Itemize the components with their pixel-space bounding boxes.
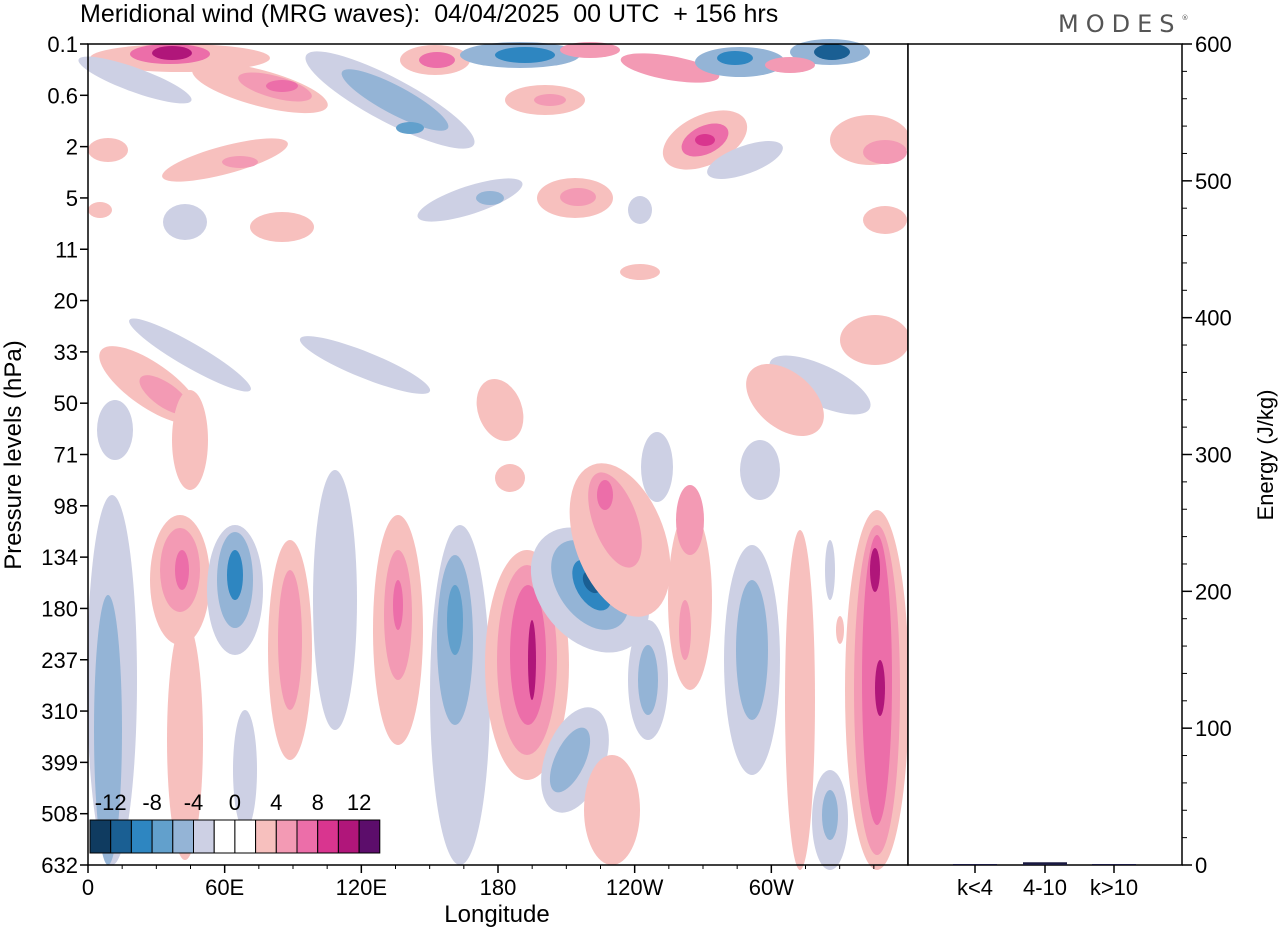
- y-tick-label: 0.1: [47, 32, 78, 57]
- colorbar-cell: [358, 819, 381, 854]
- y-axis-label: Pressure levels (hPa): [0, 340, 27, 569]
- x-tick-label: 60W: [749, 875, 794, 900]
- energy-frame: [907, 43, 1183, 866]
- colorbar-tick-label: -12: [95, 790, 127, 815]
- colorbar-cell: [213, 819, 236, 854]
- colorbar: -12 -8 -4 0 4 8 12: [89, 790, 381, 854]
- colorbar-tick-label: -4: [184, 790, 204, 815]
- heatmap-plot-area: [78, 39, 910, 870]
- energy-cat-label: 4-10: [1023, 875, 1067, 900]
- colorbar-cell: [337, 819, 360, 854]
- x-tick-label: 60E: [205, 875, 244, 900]
- y-tick-label: 33: [54, 340, 78, 365]
- colorbar-cell: [151, 819, 174, 854]
- x-axis-label: Longitude: [444, 901, 549, 928]
- colorbar-tick-label: 0: [229, 790, 241, 815]
- energy-cat-label: k<4: [957, 875, 993, 900]
- energy-bar: [1092, 864, 1136, 865]
- energy-category-axis: k<4 4-10 k>10: [957, 865, 1138, 900]
- x-tick-label: 120E: [336, 875, 387, 900]
- energy-bar: [953, 864, 997, 865]
- energy-tick-label: 500: [1195, 169, 1232, 194]
- x-tick-label: 120W: [606, 875, 664, 900]
- colorbar-cell: [193, 819, 215, 854]
- y-tick-label: 20: [54, 289, 78, 314]
- colorbar-tick-label: 12: [347, 790, 371, 815]
- energy-axis-label: Energy (J/kg): [1253, 390, 1278, 521]
- colorbar-cell: [317, 819, 339, 854]
- energy-tick-label: 200: [1195, 579, 1232, 604]
- colorbar-tick-label: -8: [142, 790, 162, 815]
- contour-field: [78, 39, 910, 870]
- y-tick-label: 508: [41, 802, 78, 827]
- y-tick-label: 310: [41, 699, 78, 724]
- colorbar-tick-label: 8: [312, 790, 324, 815]
- energy-axis: 0 100 200 300 400 500 600: [1182, 32, 1232, 878]
- y-tick-label: 5: [66, 186, 78, 211]
- y-tick-label: 11: [55, 237, 78, 262]
- colorbar-cell: [296, 819, 319, 854]
- y-tick-label: 2: [66, 135, 78, 160]
- colorbar-cell: [172, 819, 195, 854]
- energy-cat-label: k>10: [1090, 875, 1138, 900]
- energy-tick-label: 300: [1195, 443, 1232, 468]
- colorbar-cell: [255, 819, 277, 854]
- modes-logo: MODES®: [1058, 10, 1189, 38]
- colorbar-tick-label: 4: [270, 790, 282, 815]
- y-tick-label: 134: [41, 545, 78, 570]
- energy-tick-label: 100: [1195, 716, 1232, 741]
- x-tick-label: 0: [82, 875, 94, 900]
- energy-tick-label: 600: [1195, 32, 1232, 57]
- energy-bar: [1023, 862, 1067, 865]
- x-tick-label: 180: [480, 875, 517, 900]
- y-tick-label: 180: [41, 596, 78, 621]
- y-tick-label: 399: [41, 750, 78, 775]
- y-tick-label: 71: [54, 443, 78, 468]
- energy-tick-label: 400: [1195, 306, 1232, 331]
- energy-tick-label: 0: [1195, 853, 1207, 878]
- y-tick-label: 98: [54, 494, 78, 519]
- colorbar-cell: [89, 819, 112, 854]
- colorbar-cell: [275, 819, 298, 854]
- chart-title: Meridional wind (MRG waves): 04/04/2025 …: [80, 0, 779, 28]
- energy-panel: [907, 43, 1183, 866]
- energy-bars: [953, 862, 1136, 865]
- y-axis: 0.1 0.6 2 5 11 20 33 50 71 98 134 180 237 310 399 508 63…: [41, 32, 88, 878]
- colorbar-cell: [130, 819, 153, 854]
- y-tick-label: 0.6: [47, 83, 78, 108]
- y-tick-label: 50: [54, 391, 78, 416]
- y-tick-label: 237: [41, 648, 78, 673]
- y-tick-label: 632: [41, 853, 78, 878]
- colorbar-cell: [234, 819, 257, 854]
- colorbar-cell: [110, 819, 132, 854]
- x-axis: 0 60E 120E 180 120W 60W: [82, 865, 875, 900]
